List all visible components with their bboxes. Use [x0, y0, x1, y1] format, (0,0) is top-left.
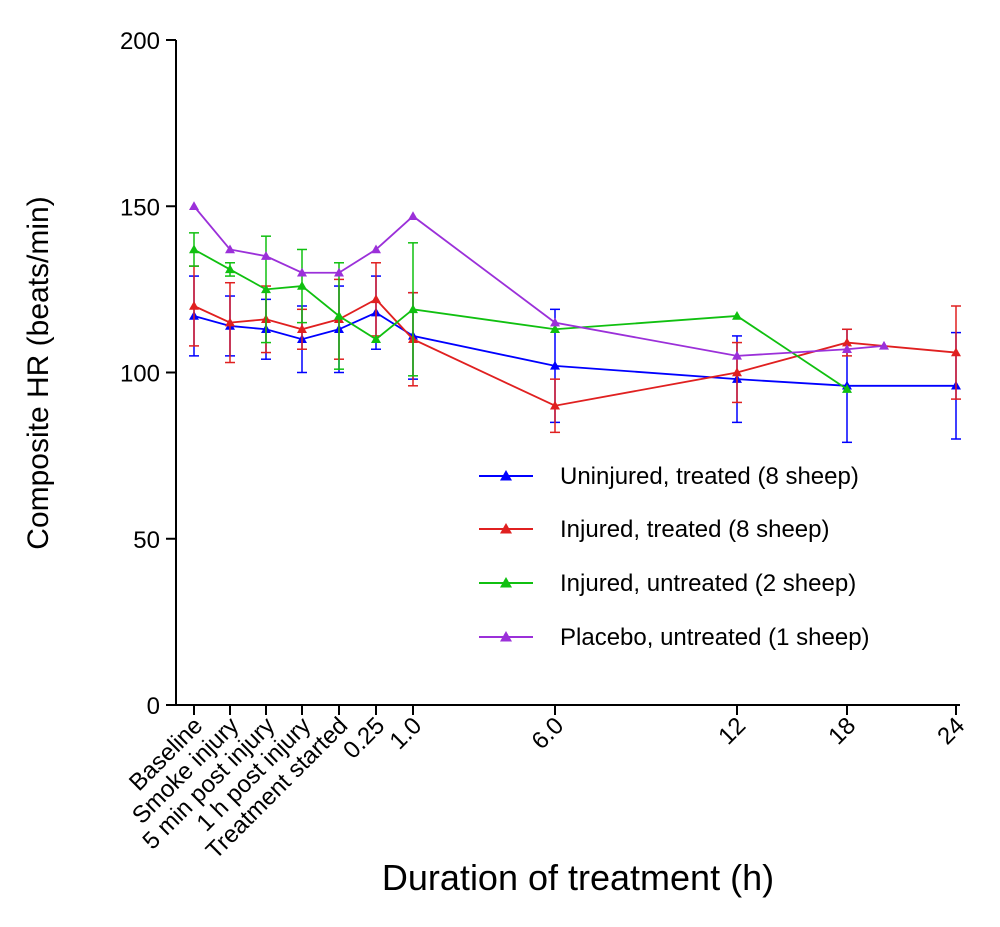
data-point: [732, 350, 742, 360]
legend-marker: [500, 577, 512, 588]
data-point: [189, 301, 199, 310]
legend-marker: [500, 631, 512, 642]
data-point: [842, 344, 852, 353]
y-tick-label: 150: [120, 194, 160, 221]
data-point: [951, 347, 961, 357]
x-tick-label: 0.25: [338, 712, 390, 764]
data-point: [550, 360, 560, 370]
legend-label: Uninjured, treated (8 sheep): [560, 463, 859, 490]
legend-marker: [500, 470, 512, 481]
data-point: [408, 211, 418, 220]
y-axis-title: Composite HR (beats/min): [22, 196, 55, 549]
data-point: [225, 317, 235, 327]
data-point: [225, 264, 235, 274]
x-tick-label: 6.0: [527, 712, 570, 755]
data-point: [879, 340, 889, 350]
data-point: [732, 310, 742, 320]
legend-marker: [500, 523, 512, 534]
series-line: [193, 248, 848, 390]
data-point: [261, 284, 271, 294]
legend-label: Placebo, untreated (1 sheep): [560, 624, 870, 651]
series-3: [189, 201, 889, 360]
data-point: [297, 324, 307, 334]
x-tick-label: 18: [823, 712, 861, 750]
data-point: [189, 201, 199, 210]
data-point: [371, 334, 381, 343]
legend-label: Injured, untreated (2 sheep): [560, 570, 856, 597]
data-point: [297, 267, 307, 277]
data-point: [189, 244, 199, 254]
series-line: [193, 205, 885, 357]
data-point: [334, 310, 344, 320]
legend-label: Injured, treated (8 sheep): [560, 516, 830, 543]
x-tick-label: 12: [713, 712, 751, 750]
data-point: [842, 337, 852, 347]
data-point: [408, 304, 418, 314]
x-axis-title: Duration of treatment (h): [382, 857, 774, 898]
data-point: [297, 281, 307, 290]
plot-area: [189, 201, 961, 444]
data-point: [371, 294, 381, 304]
data-point: [261, 251, 271, 260]
data-point: [550, 324, 560, 334]
series-line: [193, 298, 957, 407]
series-2: [189, 232, 852, 393]
data-point: [550, 400, 560, 410]
data-point: [550, 317, 560, 327]
data-point: [371, 244, 381, 254]
data-point: [334, 267, 344, 277]
y-tick-label: 0: [147, 693, 160, 720]
x-tick-label: 1.0: [385, 712, 428, 755]
data-point: [732, 367, 742, 377]
y-tick-label: 50: [133, 527, 160, 554]
data-point: [842, 384, 852, 393]
y-tick-label: 100: [120, 361, 160, 388]
legend: Uninjured, treated (8 sheep) Injured, tre…: [479, 463, 870, 651]
x-tick-label: 24: [932, 712, 970, 750]
series-0: [189, 275, 961, 444]
data-point: [225, 244, 235, 254]
y-tick-label: 200: [120, 28, 160, 55]
